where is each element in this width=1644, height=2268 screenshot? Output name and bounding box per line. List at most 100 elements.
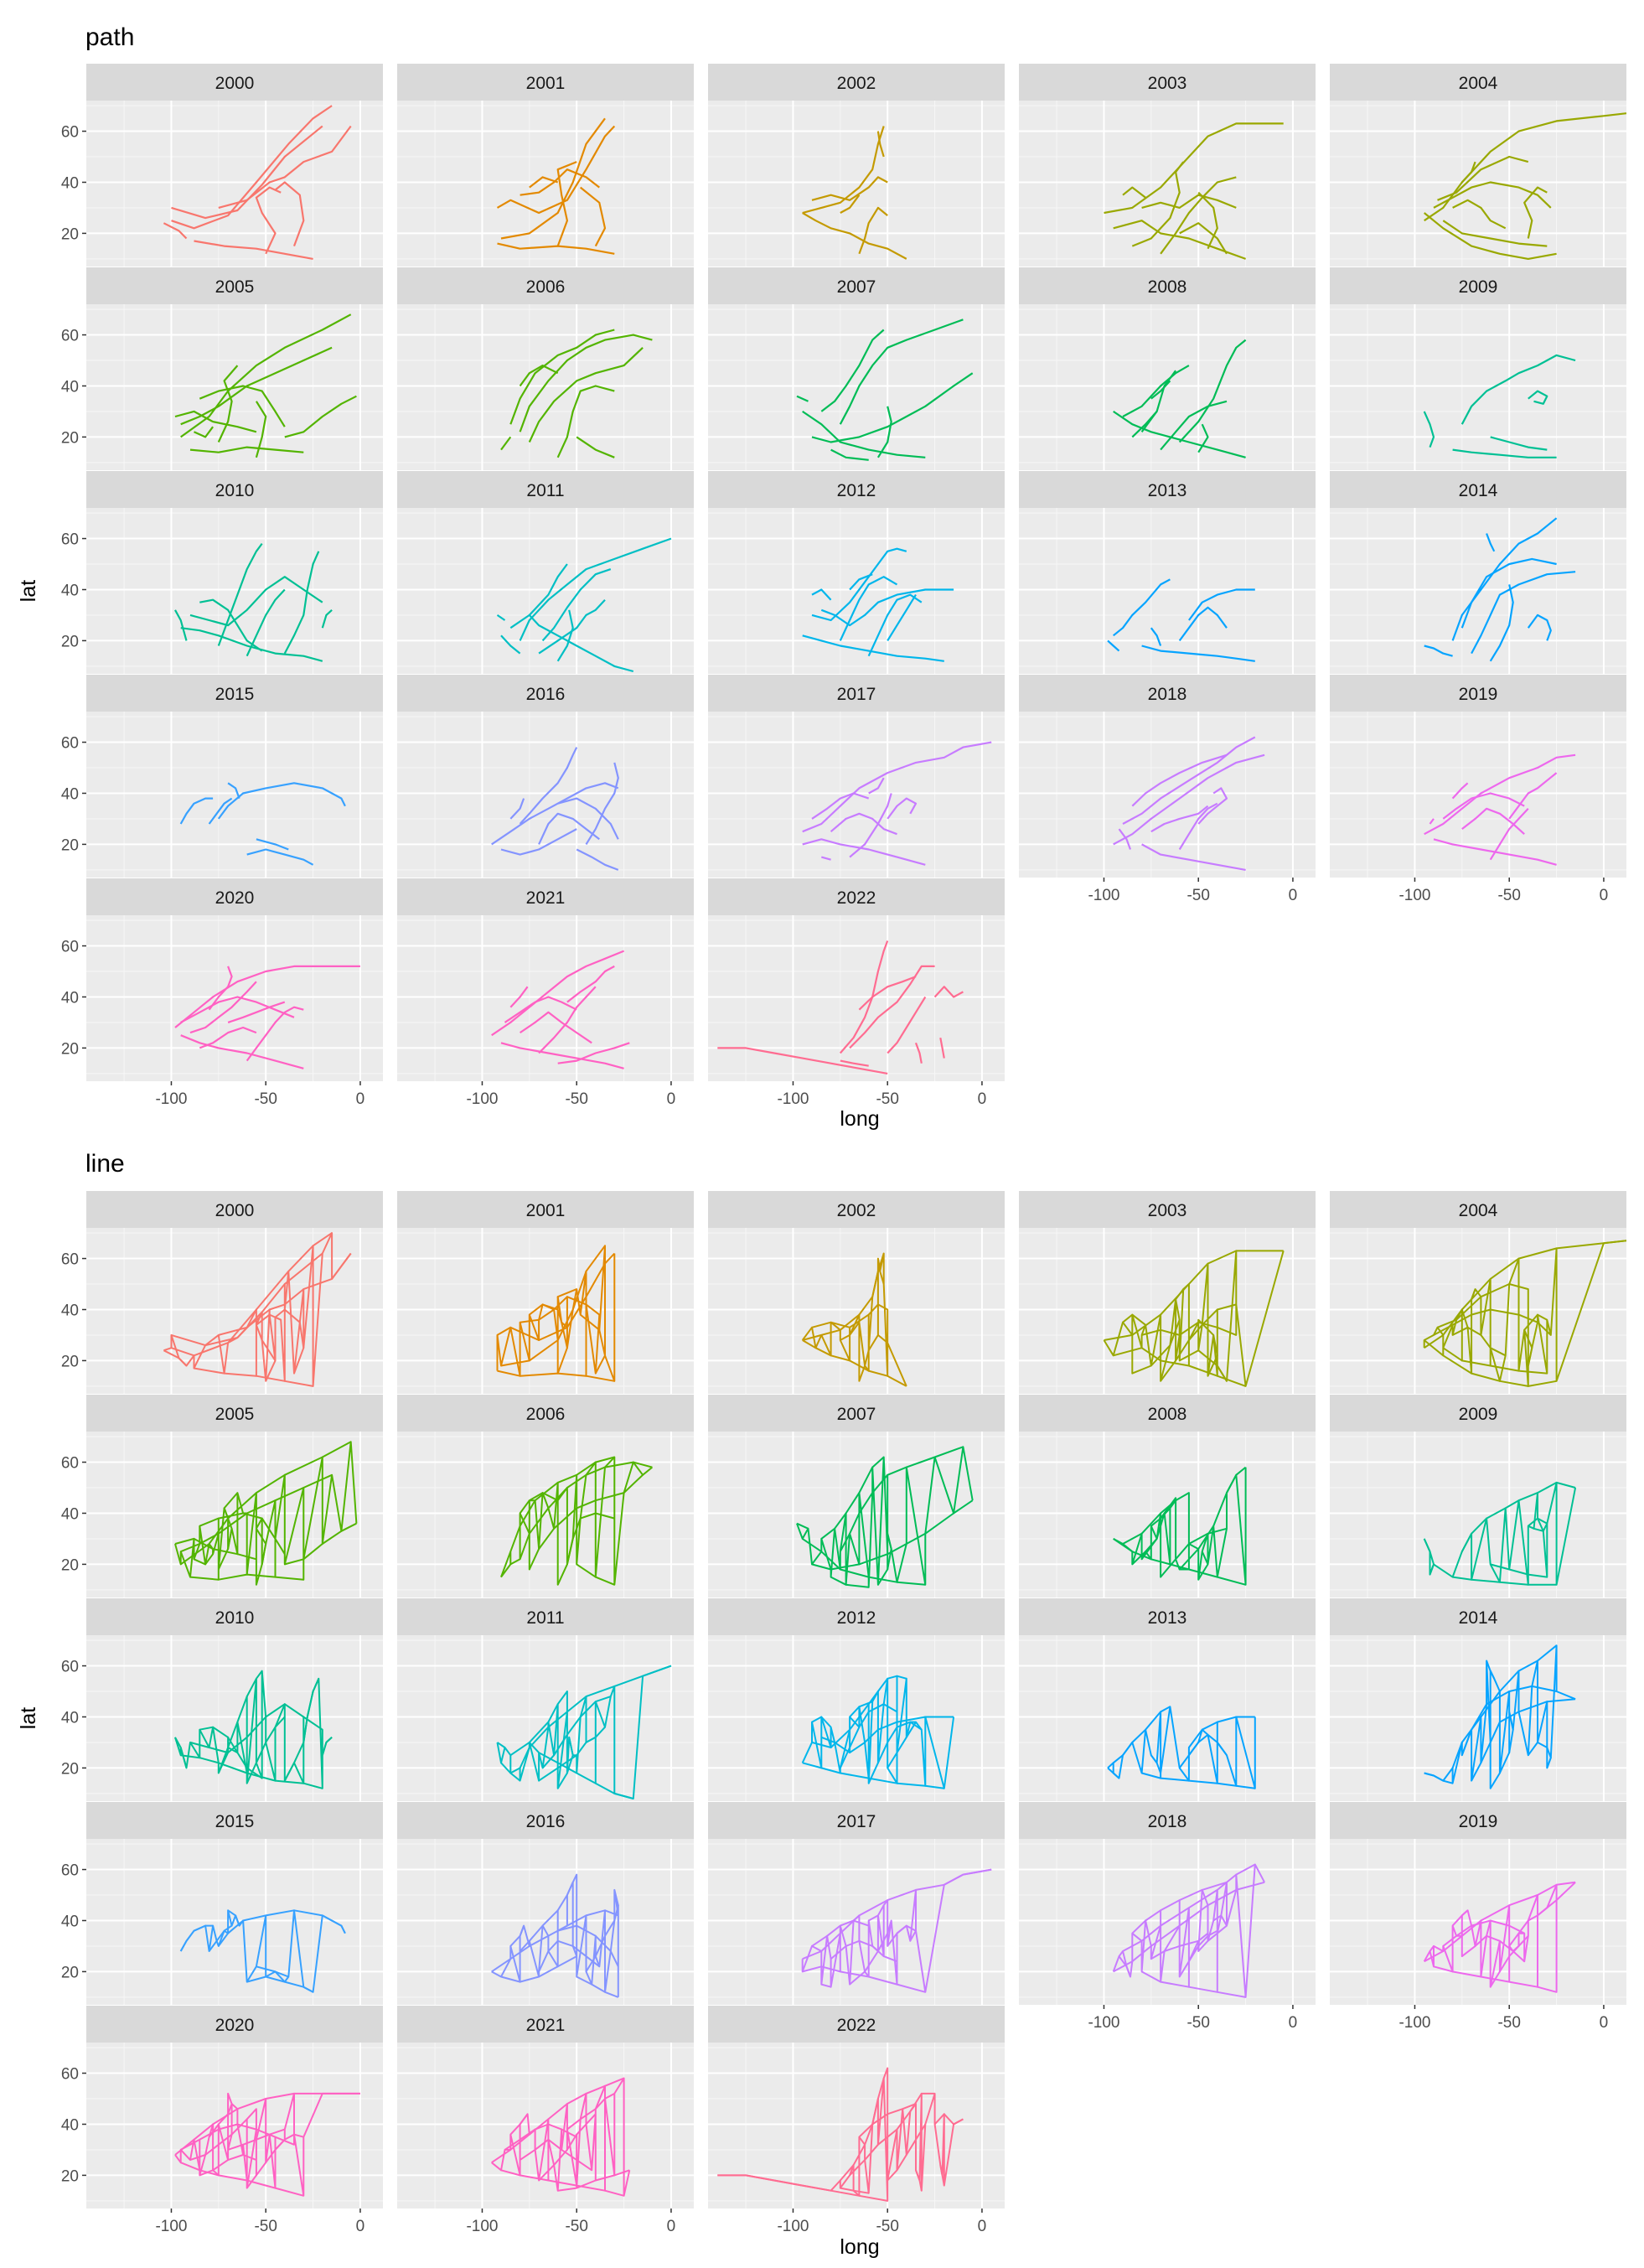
storm-track (1188, 1716, 1255, 1748)
y-tick-label: 40 (61, 1505, 79, 1523)
facet-2011: 2011 (397, 1598, 694, 1801)
storm-track (1113, 1881, 1265, 1973)
facet-strip-label: 2017 (837, 1812, 876, 1831)
storm-track (915, 2169, 923, 2191)
facet-strip (1019, 1802, 1316, 1839)
track-group (491, 2077, 631, 2197)
facet-strip (1330, 1802, 1626, 1839)
facet-strip-label: 2004 (1459, 74, 1498, 93)
facet-2016: 2016 (397, 675, 694, 878)
storm-track (283, 551, 320, 655)
track-group (1113, 736, 1265, 871)
storm-track (208, 2093, 233, 2138)
facet-2019: 2019 -100 -50 0 (1330, 675, 1626, 904)
storm-track (519, 334, 653, 432)
y-tick-label: 60 (61, 1251, 79, 1269)
storm-track (217, 1670, 263, 1773)
storm-track (849, 1701, 873, 1718)
storm-track (1452, 1576, 1557, 1586)
storm-track (519, 537, 672, 641)
storm-track (500, 828, 577, 856)
storm-track (284, 395, 357, 438)
y-tick-label: 20 (61, 1964, 79, 1981)
storm-track (585, 1889, 619, 1972)
storm-track (500, 1042, 624, 1069)
panel-background (397, 1228, 694, 1394)
x-tick-label: 0 (978, 2218, 987, 2235)
storm-track (1424, 112, 1626, 222)
storm-track (1160, 1527, 1228, 1578)
storm-track (811, 547, 907, 622)
storm-track (557, 797, 619, 840)
track-group (1423, 354, 1576, 458)
storm-track (1113, 410, 1246, 458)
storm-track (1523, 1313, 1548, 1366)
storm-track (1424, 1339, 1557, 1387)
storm-track (180, 1034, 304, 1069)
storm-track (199, 598, 263, 652)
storm-track (321, 608, 333, 629)
storm-track (830, 812, 897, 836)
storm-track (1442, 220, 1548, 247)
storm-track (556, 1737, 574, 1789)
track-group (491, 950, 630, 1069)
x-tick-label: -100 (1088, 2014, 1119, 2032)
storm-track (199, 2154, 257, 2177)
facet-strip (86, 1191, 383, 1228)
facet-strip (397, 64, 694, 101)
storm-track (1122, 186, 1146, 199)
storm-track (1122, 365, 1190, 417)
storm-track (840, 1059, 869, 1067)
storm-track (840, 194, 861, 214)
storm-track (1197, 1914, 1228, 1952)
track-group (1423, 1240, 1626, 1387)
facet-strip (1330, 1191, 1626, 1228)
storm-track (1179, 222, 1228, 255)
storm-track (180, 1473, 333, 1553)
x-tick-label: -100 (1398, 2014, 1430, 2032)
storm-track (802, 1868, 992, 1960)
storm-track (217, 782, 346, 820)
x-tick-label: -100 (155, 2218, 187, 2235)
storm-track (171, 105, 333, 230)
storm-track (541, 1696, 612, 1769)
track-group (491, 1873, 619, 1998)
storm-track (1451, 1909, 1469, 1927)
panel-background (397, 508, 694, 674)
storm-line (1423, 1481, 1577, 1586)
storm-track (199, 1726, 263, 1779)
facet-strip (397, 1395, 694, 1432)
storm-track (256, 1965, 289, 1978)
facet-2019: 2019 -100 -50 0 (1330, 1802, 1626, 2032)
y-tick-label: 20 (61, 836, 79, 854)
storm-track (849, 2092, 935, 2177)
storm-track (811, 176, 888, 201)
storm-track (509, 1925, 525, 1947)
storm-track (1442, 792, 1525, 820)
storm-track (1118, 1955, 1131, 1977)
storm-track (1486, 533, 1496, 552)
storm-track (529, 1742, 634, 1799)
storm-track (1150, 627, 1162, 646)
facet-strip-label: 2014 (1459, 1608, 1498, 1628)
storm-track (1452, 448, 1557, 458)
storm-track (284, 1522, 357, 1566)
facet-strip-label: 2020 (215, 888, 255, 908)
facet-strip (1330, 675, 1626, 712)
facet-strip (1019, 64, 1316, 101)
track-group (1107, 1706, 1256, 1789)
facet-strip-label: 2008 (1148, 277, 1187, 297)
storm-track (1528, 1517, 1548, 1532)
facet-2013: 2013 (1019, 471, 1316, 674)
track-group (1104, 122, 1284, 260)
facet-2007: 2007 (708, 1395, 1005, 1597)
facet-strip-label: 2021 (526, 2016, 566, 2035)
storm-track (1107, 639, 1120, 652)
storm-track (557, 2169, 630, 2192)
storm-track (538, 2113, 597, 2182)
storm-track (509, 329, 615, 425)
track-group (1424, 1644, 1576, 1789)
facet-2015: 2015 20 40 60 (61, 1802, 383, 2005)
storm-track (811, 1303, 888, 1328)
